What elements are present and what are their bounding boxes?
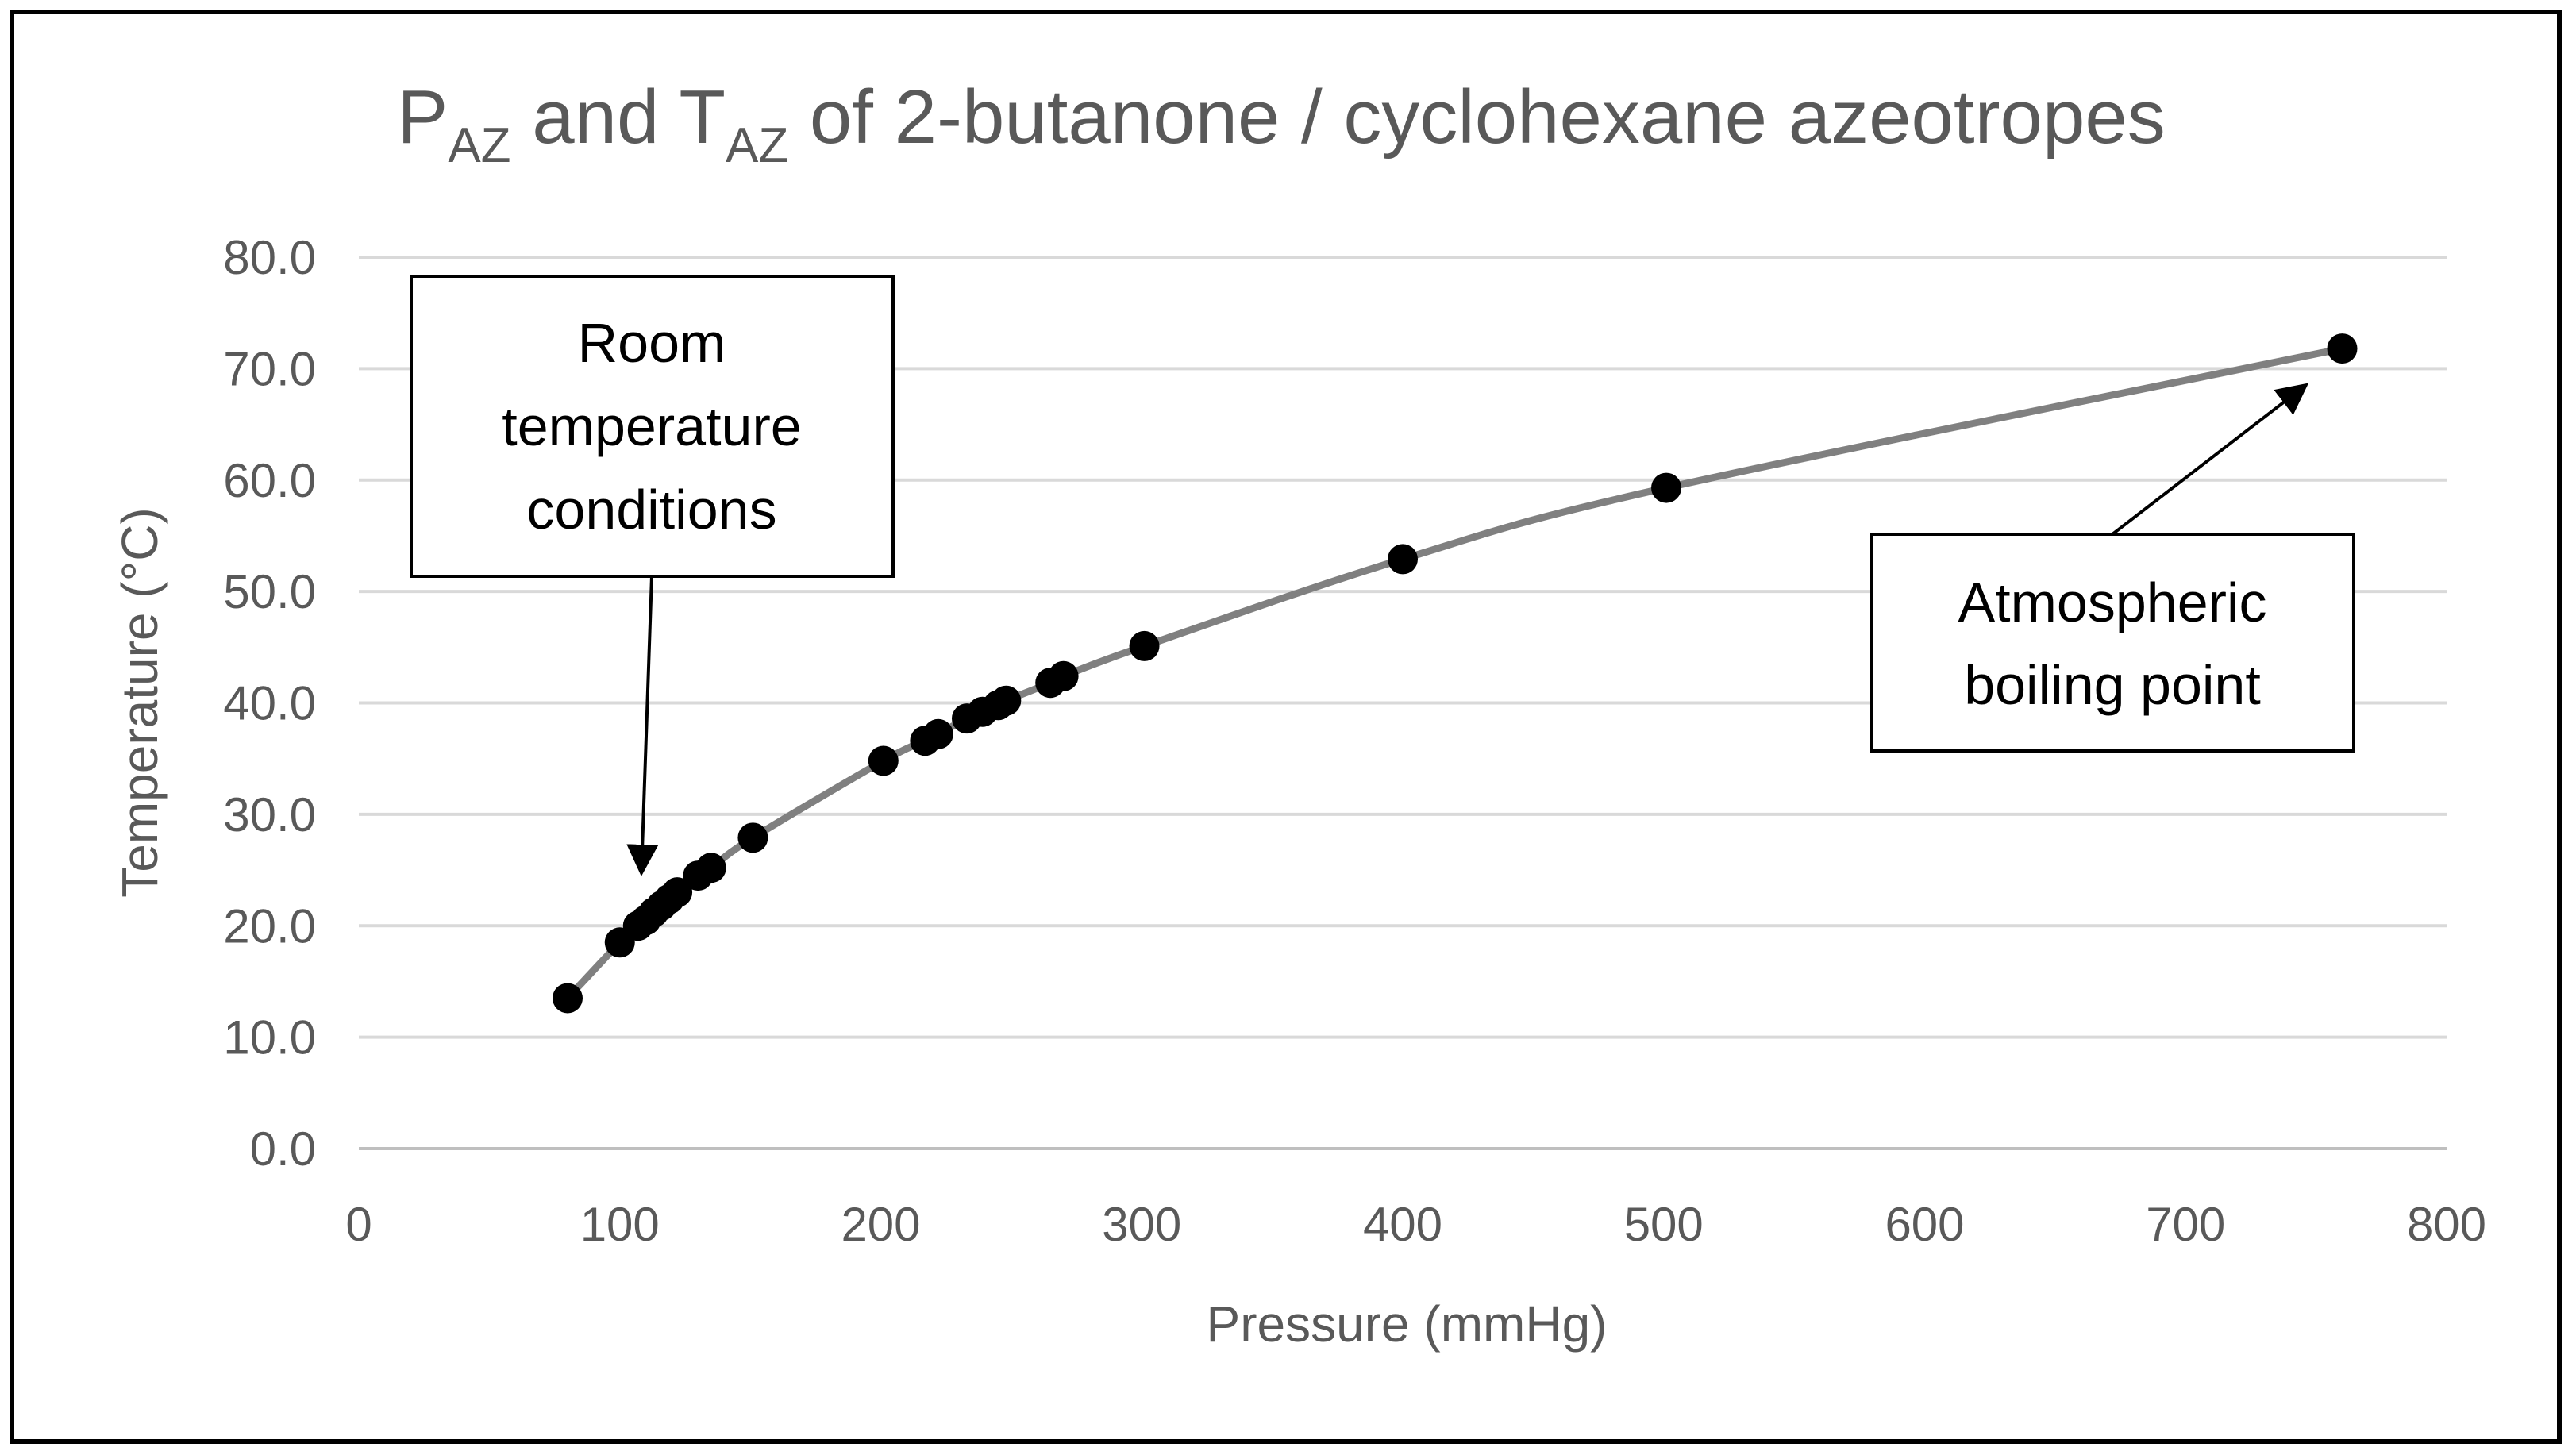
x-tick-label: 400 [1363, 1198, 1442, 1251]
callout-atmospheric-arrow [2111, 383, 2309, 536]
data-point-13 [922, 718, 953, 749]
data-point-7 [662, 877, 693, 908]
callout-room-temperature-box [410, 275, 895, 578]
data-point-0 [553, 983, 583, 1014]
y-tick-label: 40.0 [223, 677, 316, 730]
x-tick-label: 300 [1102, 1198, 1181, 1251]
gridlines [359, 256, 2447, 1039]
y-axis-ticks: 0.0 10.0 20.0 30.0 40.0 50.0 60.0 70.0 80.0 [223, 231, 316, 1176]
callout-room-arrow [626, 575, 659, 876]
y-tick-label: 30.0 [223, 788, 316, 841]
y-tick-label: 0.0 [250, 1122, 316, 1176]
data-point-10 [737, 822, 768, 853]
data-point-9 [695, 853, 726, 883]
callout-atm-line-1: Atmospheric [1958, 572, 2266, 633]
callout-room-line-3: conditions [526, 479, 776, 541]
callout-atmospheric: Atmospheric boiling point [1870, 383, 2355, 753]
data-point-23 [2327, 333, 2358, 364]
x-axis-ticks: 0 100 200 300 400 500 600 700 800 [345, 1198, 2486, 1251]
callout-room-temperature: Room temperature conditions [410, 275, 895, 876]
y-tick-label: 20.0 [223, 899, 316, 953]
y-tick-label: 10.0 [223, 1011, 316, 1064]
y-tick-label: 70.0 [223, 342, 316, 395]
data-points [553, 333, 2358, 1014]
x-axis-label: Pressure (mmHg) [1207, 1295, 1608, 1353]
y-tick-label: 50.0 [223, 565, 316, 618]
callout-room-line-2: temperature [502, 395, 801, 457]
title-az-sub-2: AZ [726, 118, 788, 173]
title-and-t: and T [511, 75, 726, 160]
data-point-19 [1048, 660, 1079, 691]
title-az-sub-1: AZ [448, 118, 510, 173]
x-tick-label: 0 [345, 1198, 372, 1251]
x-tick-label: 100 [580, 1198, 660, 1251]
data-point-20 [1129, 630, 1160, 661]
callout-atmospheric-box [1870, 533, 2355, 753]
x-tick-label: 200 [841, 1198, 920, 1251]
y-tick-label: 60.0 [223, 454, 316, 507]
title-rest: of 2-butanone / cyclohexane azeotropes [788, 75, 2166, 160]
y-axis-label: Temperature (°C) [111, 507, 168, 898]
title-p: P [397, 75, 448, 160]
data-point-17 [991, 685, 1022, 716]
x-tick-label: 500 [1624, 1198, 1704, 1251]
data-point-22 [1651, 472, 1682, 503]
callout-room-line-1: Room [578, 312, 726, 374]
y-tick-label: 80.0 [223, 231, 316, 284]
chart-title: PAZ and TAZ of 2-butanone / cyclohexane … [397, 75, 2165, 173]
data-point-11 [868, 745, 899, 776]
x-tick-label: 700 [2146, 1198, 2225, 1251]
data-point-21 [1388, 544, 1418, 575]
callout-atm-line-2: boiling point [1964, 654, 2261, 716]
x-tick-label: 800 [2407, 1198, 2486, 1251]
x-tick-label: 600 [1885, 1198, 1964, 1251]
